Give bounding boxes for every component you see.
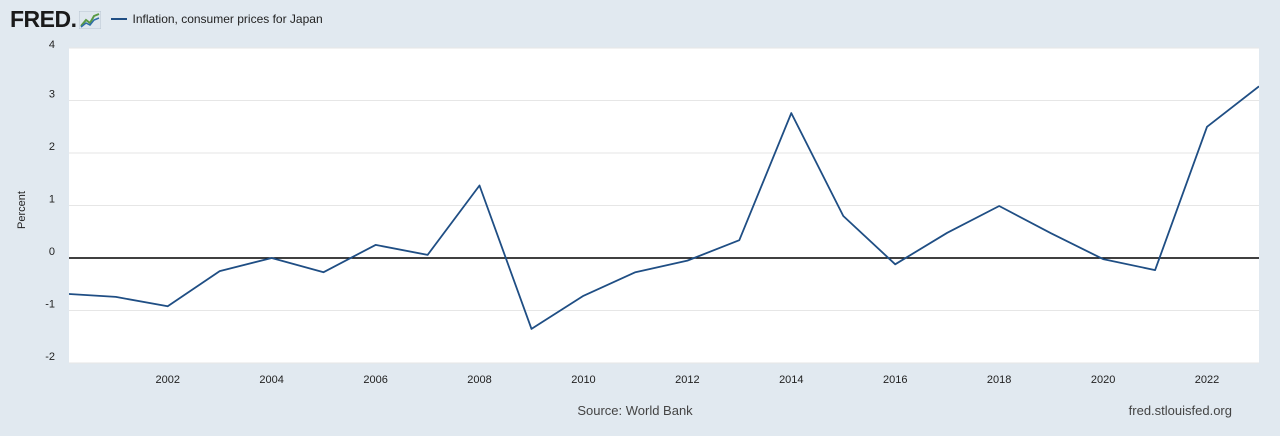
legend-label: Inflation, consumer prices for Japan <box>132 12 323 26</box>
series-line <box>69 85 1259 330</box>
data-point <box>478 184 482 188</box>
logo-text: FRED <box>10 5 71 32</box>
data-point <box>685 259 689 263</box>
x-tick-label: 2006 <box>363 374 387 386</box>
data-point <box>166 304 170 308</box>
x-tick-label: 2012 <box>675 374 699 386</box>
data-point <box>1205 125 1209 129</box>
data-point <box>581 294 585 298</box>
x-tick-label: 2008 <box>467 374 491 386</box>
x-tick-label: 2010 <box>571 374 595 386</box>
x-tick-label: 2016 <box>883 374 907 386</box>
data-point <box>62 292 66 296</box>
data-point <box>737 238 741 242</box>
data-point <box>114 295 118 299</box>
data-point <box>374 243 378 247</box>
legend: Inflation, consumer prices for Japan <box>110 12 323 26</box>
y-tick-label: -2 <box>45 351 55 363</box>
y-tick-label: 4 <box>49 39 55 51</box>
y-axis-label: Percent <box>16 191 28 229</box>
chart-header: FRED. Inflation, consumer prices for Jap… <box>10 6 323 32</box>
data-point <box>633 270 637 274</box>
data-point <box>997 204 1001 208</box>
x-tick-label: 2020 <box>1091 374 1115 386</box>
credit-link[interactable]: fred.stlouisfed.org <box>1128 403 1232 418</box>
x-tick-label: 2002 <box>155 374 179 386</box>
legend-swatch <box>110 18 127 20</box>
data-point <box>1049 231 1053 235</box>
data-point <box>1153 268 1157 272</box>
chart-trend-icon <box>78 11 101 29</box>
source-text: Source: World Bank <box>577 403 693 418</box>
data-point <box>529 327 533 331</box>
data-point <box>945 231 949 235</box>
data-point <box>893 262 897 266</box>
y-tick-label: 0 <box>49 246 55 258</box>
y-tick-label: 2 <box>49 141 55 153</box>
data-point <box>841 214 845 218</box>
y-tick-label: 3 <box>49 89 55 101</box>
x-tick-label: 2018 <box>987 374 1011 386</box>
data-point <box>270 256 274 260</box>
fred-logo[interactable]: FRED. <box>10 5 77 32</box>
y-tick-label: -1 <box>45 299 55 311</box>
logo-dot: . <box>70 5 77 32</box>
x-tick-label: 2022 <box>1195 374 1219 386</box>
y-tick-label: 1 <box>49 194 55 206</box>
data-point <box>1257 84 1261 88</box>
x-tick-label: 2014 <box>779 374 803 386</box>
data-point <box>426 253 430 257</box>
data-point <box>789 111 793 115</box>
data-point <box>1101 257 1105 261</box>
x-tick-label: 2004 <box>259 374 283 386</box>
data-point <box>322 270 326 274</box>
data-point <box>218 269 222 273</box>
